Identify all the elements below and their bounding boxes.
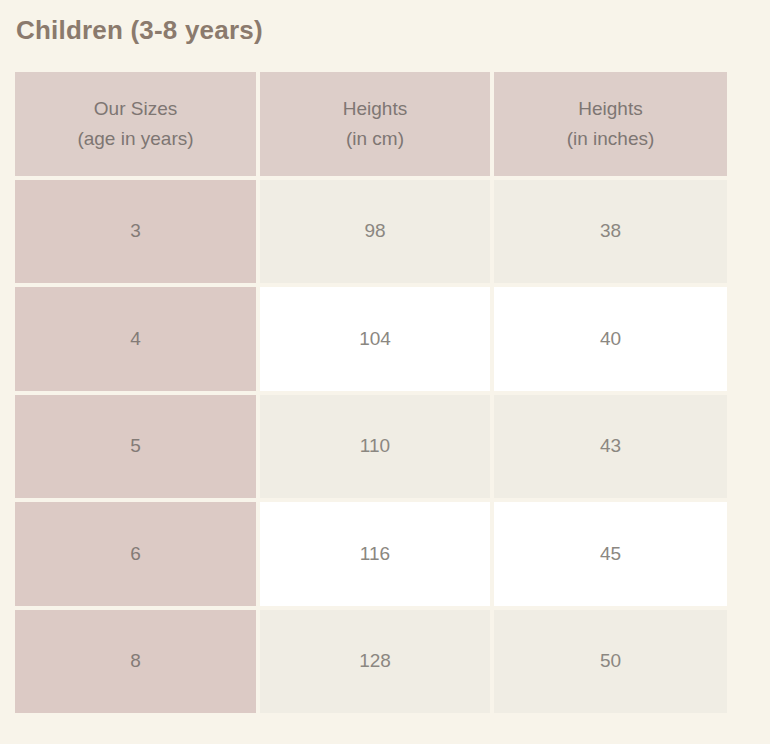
header-cell-heights-cm: Heights (in cm) xyxy=(260,72,490,176)
header-line1: Heights xyxy=(578,94,642,123)
size-chart-table: Our Sizes (age in years) Heights (in cm)… xyxy=(15,72,727,713)
header-line1: Heights xyxy=(343,94,407,123)
header-line2: (in inches) xyxy=(567,124,655,153)
size-cell: 3 xyxy=(15,180,256,284)
header-cell-our-sizes: Our Sizes (age in years) xyxy=(15,72,256,176)
height-cm-cell: 104 xyxy=(260,287,490,391)
header-line2: (in cm) xyxy=(346,124,404,153)
height-in-cell: 50 xyxy=(494,610,727,714)
height-in-cell: 38 xyxy=(494,180,727,284)
header-cell-heights-inches: Heights (in inches) xyxy=(494,72,727,176)
height-in-cell: 40 xyxy=(494,287,727,391)
height-cm-cell: 98 xyxy=(260,180,490,284)
height-in-cell: 43 xyxy=(494,395,727,499)
height-cm-cell: 110 xyxy=(260,395,490,499)
page-title: Children (3-8 years) xyxy=(16,15,263,46)
size-cell: 6 xyxy=(15,502,256,606)
header-line2: (age in years) xyxy=(77,124,193,153)
height-in-cell: 45 xyxy=(494,502,727,606)
size-cell: 4 xyxy=(15,287,256,391)
header-line1: Our Sizes xyxy=(94,94,177,123)
height-cm-cell: 116 xyxy=(260,502,490,606)
height-cm-cell: 128 xyxy=(260,610,490,714)
size-cell: 5 xyxy=(15,395,256,499)
size-cell: 8 xyxy=(15,610,256,714)
